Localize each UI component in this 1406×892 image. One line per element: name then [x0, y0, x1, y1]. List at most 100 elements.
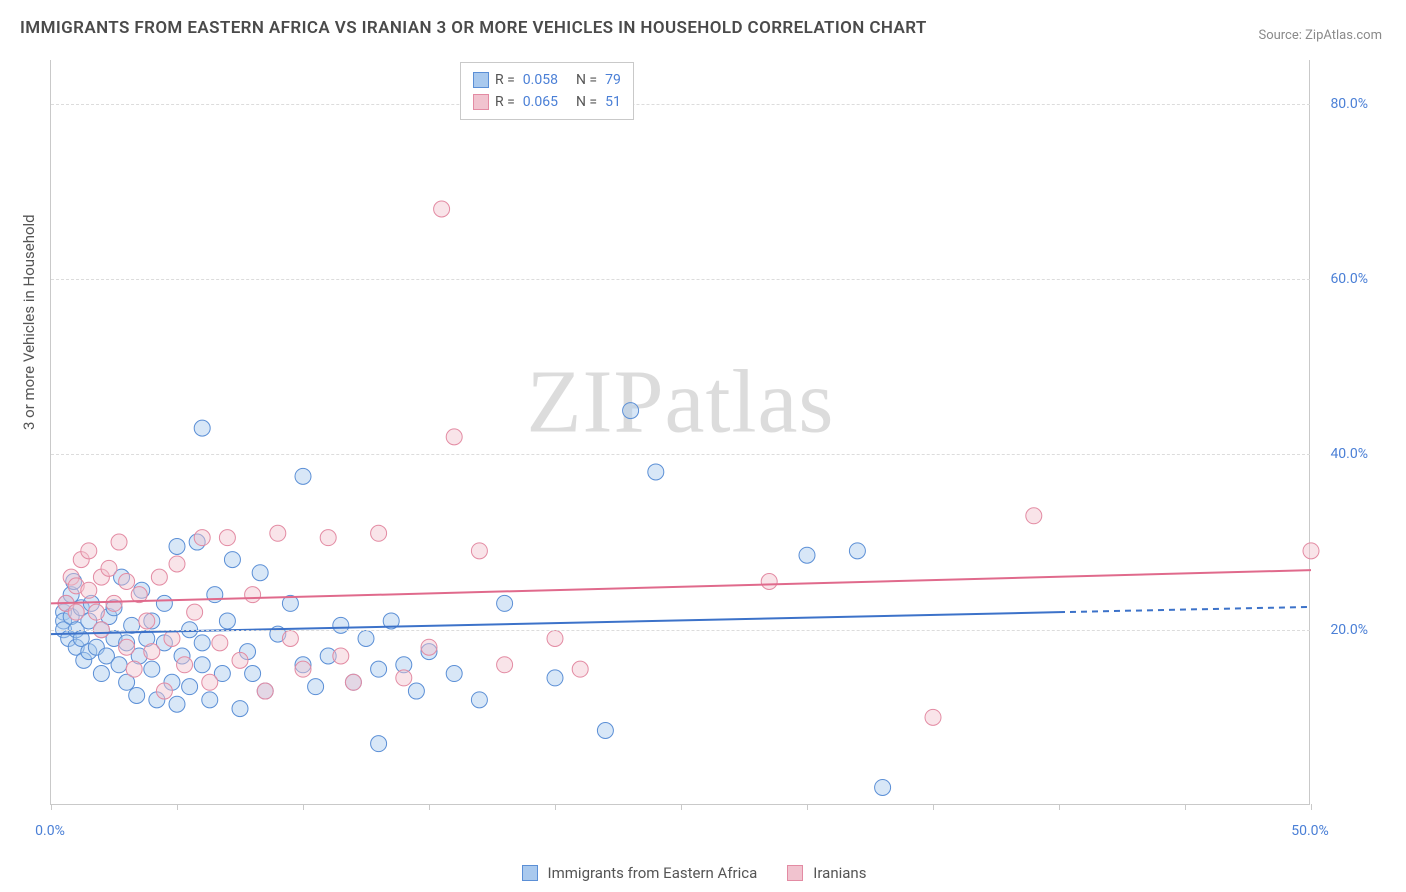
scatter-point	[169, 538, 185, 554]
xtick-label: 0.0%	[35, 823, 65, 839]
scatter-point	[547, 670, 563, 686]
scatter-point	[1303, 543, 1319, 559]
scatter-point	[194, 657, 210, 673]
scatter-point	[446, 666, 462, 682]
scatter-point	[799, 547, 815, 563]
ytick-label: 20.0%	[1316, 622, 1368, 638]
scatter-point	[295, 468, 311, 484]
scatter-point	[111, 534, 127, 550]
scatter-point	[257, 683, 273, 699]
scatter-point	[139, 613, 155, 629]
scatter-point	[124, 617, 140, 633]
legend-n-prefix: N =	[576, 69, 597, 91]
scatter-point	[93, 666, 109, 682]
scatter-point	[623, 403, 639, 419]
scatter-point	[308, 679, 324, 695]
ytick-label: 80.0%	[1316, 96, 1368, 112]
scatter-point	[358, 630, 374, 646]
legend-n-prefix: N =	[576, 91, 597, 113]
scatter-point	[177, 657, 193, 673]
scatter-point	[371, 525, 387, 541]
scatter-point	[144, 661, 160, 677]
scatter-point	[572, 661, 588, 677]
legend-swatch	[473, 72, 489, 88]
scatter-point	[648, 464, 664, 480]
scatter-point	[194, 530, 210, 546]
scatter-point	[207, 587, 223, 603]
gridline	[51, 279, 1310, 280]
scatter-point	[408, 683, 424, 699]
legend-correlation: R =0.058N =79R =0.065N =51	[460, 62, 634, 120]
scatter-point	[245, 666, 261, 682]
scatter-point	[497, 657, 513, 673]
scatter-point	[371, 736, 387, 752]
scatter-point	[187, 604, 203, 620]
scatter-point	[194, 635, 210, 651]
legend-r-prefix: R =	[495, 69, 515, 91]
scatter-point	[295, 661, 311, 677]
xtick-label: 50.0%	[1291, 823, 1329, 839]
y-axis-label: 3 or more Vehicles in Household	[20, 214, 38, 430]
scatter-point	[202, 674, 218, 690]
trend-line-dashed	[1059, 607, 1311, 612]
scatter-point	[446, 429, 462, 445]
scatter-point	[547, 630, 563, 646]
scatter-point	[169, 556, 185, 572]
scatter-point	[119, 574, 135, 590]
scatter-point	[151, 569, 167, 585]
xtick	[303, 804, 304, 810]
scatter-point	[320, 530, 336, 546]
xtick	[429, 804, 430, 810]
scatter-point	[396, 670, 412, 686]
scatter-point	[282, 630, 298, 646]
scatter-point	[849, 543, 865, 559]
scatter-point	[156, 683, 172, 699]
plot-svg	[51, 60, 1310, 804]
scatter-point	[164, 630, 180, 646]
scatter-point	[471, 692, 487, 708]
xtick	[681, 804, 682, 810]
legend-r-value: 0.058	[523, 69, 558, 91]
scatter-point	[126, 661, 142, 677]
scatter-point	[212, 635, 228, 651]
scatter-point	[202, 692, 218, 708]
scatter-point	[88, 604, 104, 620]
source-label: Source: ZipAtlas.com	[1258, 28, 1382, 43]
scatter-point	[232, 652, 248, 668]
scatter-point	[434, 201, 450, 217]
legend-r-value: 0.065	[523, 91, 558, 113]
scatter-point	[129, 687, 145, 703]
ytick-label: 60.0%	[1316, 271, 1368, 287]
scatter-point	[106, 595, 122, 611]
scatter-point	[345, 674, 361, 690]
scatter-point	[232, 701, 248, 717]
xtick	[1059, 804, 1060, 810]
scatter-point	[224, 552, 240, 568]
scatter-point	[169, 696, 185, 712]
scatter-point	[270, 525, 286, 541]
scatter-point	[875, 779, 891, 795]
scatter-point	[119, 639, 135, 655]
legend-swatch	[473, 94, 489, 110]
legend-series-label: Immigrants from Eastern Africa	[548, 864, 758, 882]
scatter-point	[219, 530, 235, 546]
legend-row: R =0.065N =51	[473, 91, 621, 113]
scatter-point	[333, 648, 349, 664]
scatter-point	[219, 613, 235, 629]
legend-series: Immigrants from Eastern Africa Iranians	[0, 863, 1406, 882]
xtick	[177, 804, 178, 810]
plot-area: ZIPatlas 20.0%40.0%60.0%80.0%	[50, 60, 1310, 805]
legend-swatch	[787, 865, 803, 881]
scatter-point	[421, 639, 437, 655]
scatter-point	[471, 543, 487, 559]
scatter-point	[1026, 508, 1042, 524]
scatter-point	[333, 617, 349, 633]
chart-container: IMMIGRANTS FROM EASTERN AFRICA VS IRANIA…	[0, 0, 1406, 892]
legend-series-label: Iranians	[813, 864, 866, 882]
gridline	[51, 104, 1310, 105]
scatter-point	[144, 644, 160, 660]
legend-row: R =0.058N =79	[473, 69, 621, 91]
chart-title: IMMIGRANTS FROM EASTERN AFRICA VS IRANIA…	[20, 18, 927, 38]
scatter-point	[101, 560, 117, 576]
scatter-point	[111, 657, 127, 673]
